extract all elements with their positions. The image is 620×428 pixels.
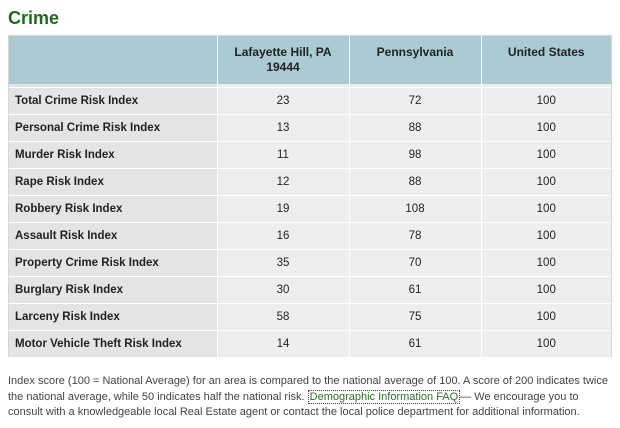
national-value: 100 bbox=[481, 87, 611, 115]
row-label: Total Crime Risk Index bbox=[9, 87, 218, 115]
section-title: Crime bbox=[8, 8, 60, 28]
local-value: 23 bbox=[217, 87, 350, 115]
state-value: 108 bbox=[349, 195, 482, 223]
header-cell-local: Lafayette Hill, PA 19444 bbox=[217, 36, 350, 84]
state-value: 61 bbox=[349, 276, 482, 304]
table-row: Murder Risk Index 11 98 100 bbox=[9, 141, 611, 169]
national-value: 100 bbox=[481, 222, 611, 250]
table-header-row: Lafayette Hill, PA 19444 Pennsylvania Un… bbox=[9, 36, 611, 84]
row-label: Robbery Risk Index bbox=[9, 195, 218, 223]
national-value: 100 bbox=[481, 168, 611, 196]
row-label: Personal Crime Risk Index bbox=[9, 114, 218, 142]
table-row: Personal Crime Risk Index 13 88 100 bbox=[9, 114, 611, 142]
row-label: Motor Vehicle Theft Risk Index bbox=[9, 330, 218, 357]
national-value: 100 bbox=[481, 195, 611, 223]
header-state-label: Pennsylvania bbox=[376, 45, 454, 59]
local-value: 13 bbox=[217, 114, 350, 142]
footnote: Index score (100 = National Average) for… bbox=[8, 374, 612, 421]
footnote-text-before: Index score (100 = National Average) for… bbox=[8, 375, 608, 403]
local-value: 11 bbox=[217, 141, 350, 169]
row-label: Assault Risk Index bbox=[9, 222, 218, 250]
table-row: Total Crime Risk Index 23 72 100 bbox=[9, 87, 611, 115]
table-row: Property Crime Risk Index 35 70 100 bbox=[9, 249, 611, 277]
local-value: 14 bbox=[217, 330, 350, 357]
demographic-faq-link[interactable]: Demographic Information FAQ bbox=[307, 389, 461, 404]
state-value: 88 bbox=[349, 114, 482, 142]
table-row: Larceny Risk Index 58 75 100 bbox=[9, 303, 611, 331]
row-label: Property Crime Risk Index bbox=[9, 249, 218, 277]
header-cell-state: Pennsylvania bbox=[349, 36, 482, 84]
table-row: Motor Vehicle Theft Risk Index 14 61 100 bbox=[9, 330, 611, 357]
footnote-text-after: — We encourage you to consult with a kno… bbox=[8, 390, 580, 419]
state-value: 61 bbox=[349, 330, 482, 357]
crime-risk-table: Lafayette Hill, PA 19444 Pennsylvania Un… bbox=[9, 36, 611, 357]
national-value: 100 bbox=[481, 141, 611, 169]
state-value: 98 bbox=[349, 141, 482, 169]
row-label: Rape Risk Index bbox=[9, 168, 218, 196]
header-cell-national: United States bbox=[481, 36, 611, 84]
table-row: Burglary Risk Index 30 61 100 bbox=[9, 276, 611, 304]
row-label: Larceny Risk Index bbox=[9, 303, 218, 331]
table-row: Robbery Risk Index 19 108 100 bbox=[9, 195, 611, 223]
state-value: 72 bbox=[349, 87, 482, 115]
header-national-label: United States bbox=[507, 45, 585, 59]
header-cell-empty bbox=[9, 36, 218, 84]
local-value: 58 bbox=[217, 303, 350, 331]
local-value: 35 bbox=[217, 249, 350, 277]
table-row: Assault Risk Index 16 78 100 bbox=[9, 222, 611, 250]
table-row: Rape Risk Index 12 88 100 bbox=[9, 168, 611, 196]
local-value: 16 bbox=[217, 222, 350, 250]
local-value: 19 bbox=[217, 195, 350, 223]
national-value: 100 bbox=[481, 114, 611, 142]
row-label: Murder Risk Index bbox=[9, 141, 218, 169]
national-value: 100 bbox=[481, 330, 611, 357]
state-value: 70 bbox=[349, 249, 482, 277]
national-value: 100 bbox=[481, 276, 611, 304]
local-value: 30 bbox=[217, 276, 350, 304]
local-value: 12 bbox=[217, 168, 350, 196]
state-value: 75 bbox=[349, 303, 482, 331]
header-local-label: Lafayette Hill, PA 19444 bbox=[234, 45, 332, 74]
state-value: 78 bbox=[349, 222, 482, 250]
state-value: 88 bbox=[349, 168, 482, 196]
row-label: Burglary Risk Index bbox=[9, 276, 218, 304]
table-spacer-row bbox=[9, 84, 611, 88]
national-value: 100 bbox=[481, 303, 611, 331]
national-value: 100 bbox=[481, 249, 611, 277]
crime-table-container: Lafayette Hill, PA 19444 Pennsylvania Un… bbox=[8, 35, 612, 357]
